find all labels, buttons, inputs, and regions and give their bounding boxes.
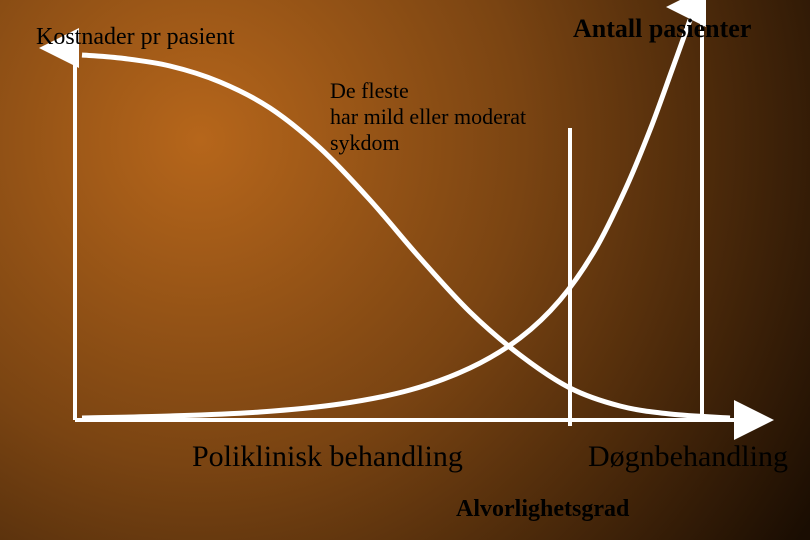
chart-stage: Kostnader pr pasient Antall pasienter De… (0, 0, 810, 540)
annotation-text: De fleste har mild eller moderat sykdom (330, 78, 526, 156)
x-axis-title: Alvorlighetsgrad (456, 496, 629, 523)
right-axis-title: Antall pasienter (573, 14, 751, 44)
region-left-label: Poliklinisk behandling (192, 440, 463, 474)
region-right-label: Døgnbehandling (588, 440, 788, 474)
left-axis-title: Kostnader pr pasient (36, 24, 235, 51)
